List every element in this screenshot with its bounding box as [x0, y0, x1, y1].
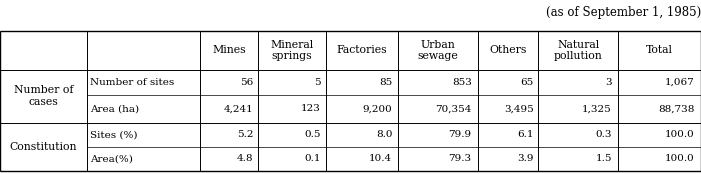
Text: 79.3: 79.3: [449, 154, 472, 163]
Text: 4,241: 4,241: [224, 104, 253, 113]
Text: 85: 85: [379, 78, 393, 87]
Text: 1,067: 1,067: [665, 78, 695, 87]
Text: 123: 123: [301, 104, 320, 113]
Text: 3,495: 3,495: [504, 104, 533, 113]
Text: Mineral
springs: Mineral springs: [271, 40, 313, 61]
Text: 88,738: 88,738: [658, 104, 695, 113]
Text: 3: 3: [605, 78, 612, 87]
Text: 6.1: 6.1: [517, 130, 533, 139]
Text: 79.9: 79.9: [449, 130, 472, 139]
Text: 70,354: 70,354: [435, 104, 472, 113]
Text: 56: 56: [240, 78, 253, 87]
Text: 0.1: 0.1: [304, 154, 320, 163]
Text: Number of
cases: Number of cases: [14, 85, 73, 107]
Text: 5.2: 5.2: [237, 130, 253, 139]
Text: 0.3: 0.3: [595, 130, 612, 139]
Text: 1,325: 1,325: [582, 104, 612, 113]
Text: 0.5: 0.5: [304, 130, 320, 139]
Text: Natural
pollution: Natural pollution: [554, 40, 603, 61]
Text: Mines: Mines: [212, 45, 245, 56]
Text: 4.8: 4.8: [237, 154, 253, 163]
Text: Number of sites: Number of sites: [90, 78, 175, 87]
Text: Constitution: Constitution: [10, 142, 77, 152]
Text: 65: 65: [520, 78, 533, 87]
Text: 853: 853: [452, 78, 472, 87]
Text: (as of September 1, 1985): (as of September 1, 1985): [546, 6, 701, 19]
Text: 8.0: 8.0: [376, 130, 393, 139]
Text: 100.0: 100.0: [665, 154, 695, 163]
Text: Area(%): Area(%): [90, 154, 133, 163]
Text: Area (ha): Area (ha): [90, 104, 139, 113]
Text: Urban
sewage: Urban sewage: [418, 40, 458, 61]
Text: Sites (%): Sites (%): [90, 130, 138, 139]
Text: 9,200: 9,200: [362, 104, 393, 113]
Text: Total: Total: [646, 45, 673, 56]
Text: 1.5: 1.5: [595, 154, 612, 163]
Text: Factories: Factories: [336, 45, 388, 56]
Text: 10.4: 10.4: [369, 154, 393, 163]
Text: 100.0: 100.0: [665, 130, 695, 139]
Text: 3.9: 3.9: [517, 154, 533, 163]
Text: Others: Others: [489, 45, 527, 56]
Text: 5: 5: [314, 78, 320, 87]
